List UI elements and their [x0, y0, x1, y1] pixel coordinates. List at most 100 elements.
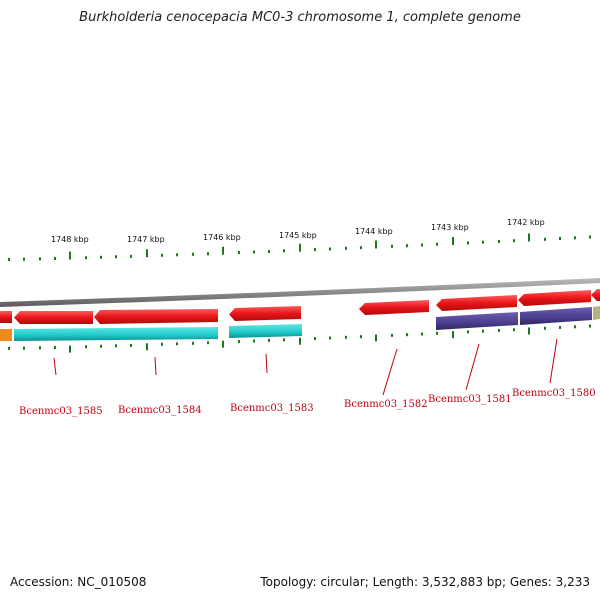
minor-tick: [421, 243, 423, 247]
red-gene-track: [0, 289, 600, 324]
minor-tick: [115, 344, 117, 348]
minor-tick: [85, 256, 87, 260]
scale-ticks-bottom: [8, 324, 591, 353]
major-tick: [375, 334, 377, 342]
minor-tick: [467, 241, 469, 245]
minor-tick: [207, 341, 209, 345]
major-tick: [375, 240, 377, 249]
gene-label-1583: Bcenmc03_1583: [230, 403, 314, 414]
minor-tick: [283, 249, 285, 253]
minor-tick: [406, 244, 408, 248]
major-tick: [222, 340, 224, 348]
scale-label-1744: 1744 kbp: [355, 227, 393, 236]
minor-tick: [8, 257, 10, 261]
minor-tick: [589, 235, 591, 239]
gene-arrow[interactable]: [591, 289, 600, 301]
scale-label-1742: 1742 kbp: [507, 218, 545, 227]
minor-tick: [23, 346, 25, 350]
minor-tick: [482, 240, 484, 244]
purple-gene[interactable]: [436, 312, 518, 330]
minor-tick: [39, 257, 41, 261]
accession-text: Accession: NC_010508: [10, 575, 147, 589]
minor-tick: [39, 346, 41, 350]
major-tick: [452, 331, 454, 339]
cyan-gene[interactable]: [229, 324, 302, 338]
gene-label-1585: Bcenmc03_1585: [19, 406, 103, 417]
minor-tick: [391, 333, 393, 337]
minor-tick: [85, 345, 87, 349]
scale-label-1747: 1747 kbp: [127, 235, 165, 244]
colored-gene-track: [0, 306, 600, 341]
minor-tick: [130, 343, 132, 347]
minor-tick: [421, 332, 423, 336]
scale-label-1748: 1748 kbp: [51, 235, 89, 244]
minor-tick: [161, 342, 163, 346]
minor-tick: [391, 244, 393, 248]
gene-arrow[interactable]: [14, 311, 93, 324]
gene-arrow[interactable]: [229, 306, 301, 321]
minor-tick: [436, 331, 438, 335]
minor-tick: [498, 239, 500, 243]
minor-tick: [238, 340, 240, 344]
gene-arrow[interactable]: [359, 300, 429, 315]
minor-tick: [544, 237, 546, 241]
minor-tick: [589, 324, 591, 328]
minor-tick: [574, 325, 576, 329]
minor-tick: [467, 330, 469, 334]
major-tick: [452, 237, 454, 246]
scale-label-1745: 1745 kbp: [279, 231, 317, 240]
minor-tick: [283, 338, 285, 342]
scale-label-1746: 1746 kbp: [203, 233, 241, 242]
minor-tick: [268, 249, 270, 253]
gene-arrow[interactable]: [0, 311, 12, 323]
gene-label-1580: Bcenmc03_1580: [512, 388, 596, 399]
minor-tick: [115, 255, 117, 259]
major-tick: [222, 246, 224, 255]
orange-gene[interactable]: [0, 329, 12, 341]
minor-tick: [192, 341, 194, 345]
purple-gene[interactable]: [520, 307, 592, 325]
minor-tick: [360, 335, 362, 339]
minor-tick: [268, 338, 270, 342]
major-tick: [146, 249, 148, 258]
minor-tick: [54, 257, 56, 260]
major-tick: [69, 251, 71, 260]
scale-ticks-top: [8, 233, 591, 261]
major-tick: [299, 243, 301, 252]
gene-label-1584: Bcenmc03_1584: [118, 405, 202, 416]
minor-tick: [513, 239, 515, 243]
minor-tick: [574, 236, 576, 240]
gene-label-leaders: [53, 338, 558, 396]
scale-label-1743: 1743 kbp: [431, 223, 469, 232]
genome-backbone: [0, 278, 600, 307]
major-tick: [528, 327, 530, 335]
minor-tick: [100, 255, 102, 259]
minor-tick: [8, 346, 10, 350]
map-title: Burkholderia cenocepacia MC0-3 chromosom…: [79, 10, 521, 25]
cyan-gene[interactable]: [14, 327, 218, 341]
minor-tick: [329, 336, 331, 340]
minor-tick: [23, 257, 25, 261]
minor-tick: [513, 328, 515, 332]
minor-tick: [559, 237, 561, 240]
minor-tick: [314, 248, 316, 252]
major-tick: [69, 345, 71, 353]
gene-arrow[interactable]: [94, 309, 218, 324]
genome-info-text: Topology: circular; Length: 3,532,883 bp…: [260, 575, 590, 589]
gene-arrow[interactable]: [436, 295, 517, 311]
minor-tick: [161, 253, 163, 257]
minor-tick: [314, 337, 316, 341]
olive-gene[interactable]: [593, 306, 600, 320]
major-tick: [528, 233, 530, 242]
minor-tick: [360, 246, 362, 250]
minor-tick: [436, 242, 438, 246]
minor-tick: [498, 328, 500, 332]
minor-tick: [130, 254, 132, 258]
minor-tick: [406, 333, 408, 337]
minor-tick: [238, 251, 240, 255]
gene-arrow[interactable]: [518, 290, 591, 306]
minor-tick: [100, 344, 102, 348]
minor-tick: [345, 246, 347, 250]
minor-tick: [54, 346, 56, 349]
